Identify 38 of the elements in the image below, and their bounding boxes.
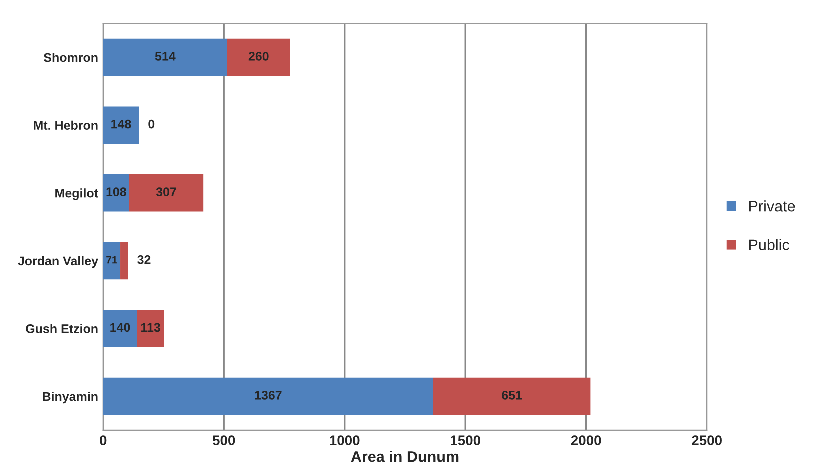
- data-label: 651: [502, 391, 522, 400]
- data-label: 1367: [255, 391, 282, 400]
- data-label: 32: [138, 255, 151, 264]
- y-tick-label: Megilot: [56, 188, 98, 200]
- data-label: 260: [248, 52, 269, 61]
- bar: [228, 38, 290, 76]
- y-tick-label: Binyamin: [43, 392, 98, 404]
- bar: [103, 106, 140, 144]
- legend-label: Private: [750, 200, 796, 212]
- y-tick-label: Shomron: [44, 53, 98, 62]
- x-tick-label: 1500: [451, 436, 480, 446]
- data-label: 514: [155, 52, 176, 61]
- data-label: 71: [106, 256, 118, 264]
- x-tick-label: 1000: [330, 436, 360, 446]
- x-axis-title: Area in Dunum: [351, 451, 459, 462]
- data-label: 0: [148, 120, 155, 129]
- bar: [433, 378, 591, 416]
- data-label: 307: [156, 188, 176, 197]
- data-label: 148: [112, 120, 132, 129]
- y-tick-label: Gush Etzion: [26, 324, 98, 334]
- bar: [103, 38, 228, 76]
- bar: [103, 174, 130, 212]
- bar: [129, 174, 204, 212]
- y-tick-label: Mt. Hebron: [34, 120, 98, 130]
- x-tick-label: 0: [100, 436, 107, 446]
- bar: [103, 242, 121, 280]
- data-label: 108: [106, 188, 126, 196]
- legend-label: Public: [750, 239, 790, 250]
- y-tick-label: Jordan Valley: [18, 256, 98, 268]
- x-tick-label: 500: [212, 436, 236, 446]
- bar: [137, 310, 164, 348]
- data-label: 113: [142, 323, 160, 332]
- x-tick-label: 2500: [692, 436, 722, 446]
- data-label: 140: [110, 323, 130, 332]
- bar: [103, 378, 434, 416]
- bar: [103, 310, 138, 348]
- bar: [120, 242, 128, 280]
- x-tick-label: 2000: [571, 436, 602, 446]
